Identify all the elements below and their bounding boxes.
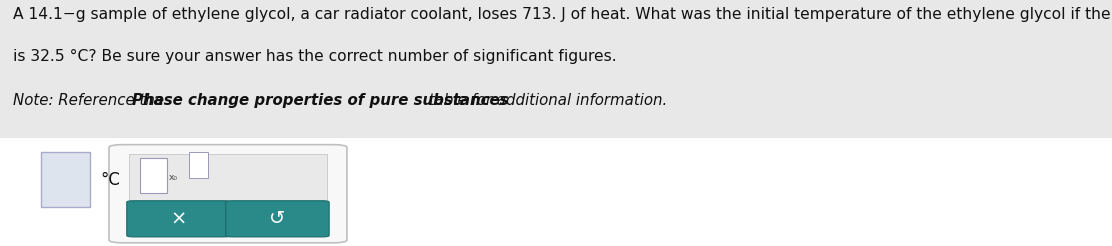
FancyBboxPatch shape [0,138,1112,246]
Text: x₀: x₀ [169,173,178,183]
Text: Phase change properties of pure substances: Phase change properties of pure substanc… [132,93,509,108]
Text: °C: °C [100,170,120,189]
FancyBboxPatch shape [109,145,347,243]
Text: table for additional information.: table for additional information. [424,93,667,108]
FancyBboxPatch shape [226,201,329,237]
Text: Note: Reference the: Note: Reference the [13,93,169,108]
FancyBboxPatch shape [140,158,167,193]
Text: ×: × [170,209,187,228]
Text: ↺: ↺ [269,209,286,228]
Text: A 14.1−g sample of ethylene glycol, a car radiator coolant, loses 713. J of heat: A 14.1−g sample of ethylene glycol, a ca… [13,7,1112,22]
Text: is 32.5 °C? Be sure your answer has the correct number of significant figures.: is 32.5 °C? Be sure your answer has the … [13,49,617,64]
FancyBboxPatch shape [189,152,208,178]
FancyBboxPatch shape [127,201,230,237]
FancyBboxPatch shape [41,152,90,207]
FancyBboxPatch shape [129,154,327,202]
